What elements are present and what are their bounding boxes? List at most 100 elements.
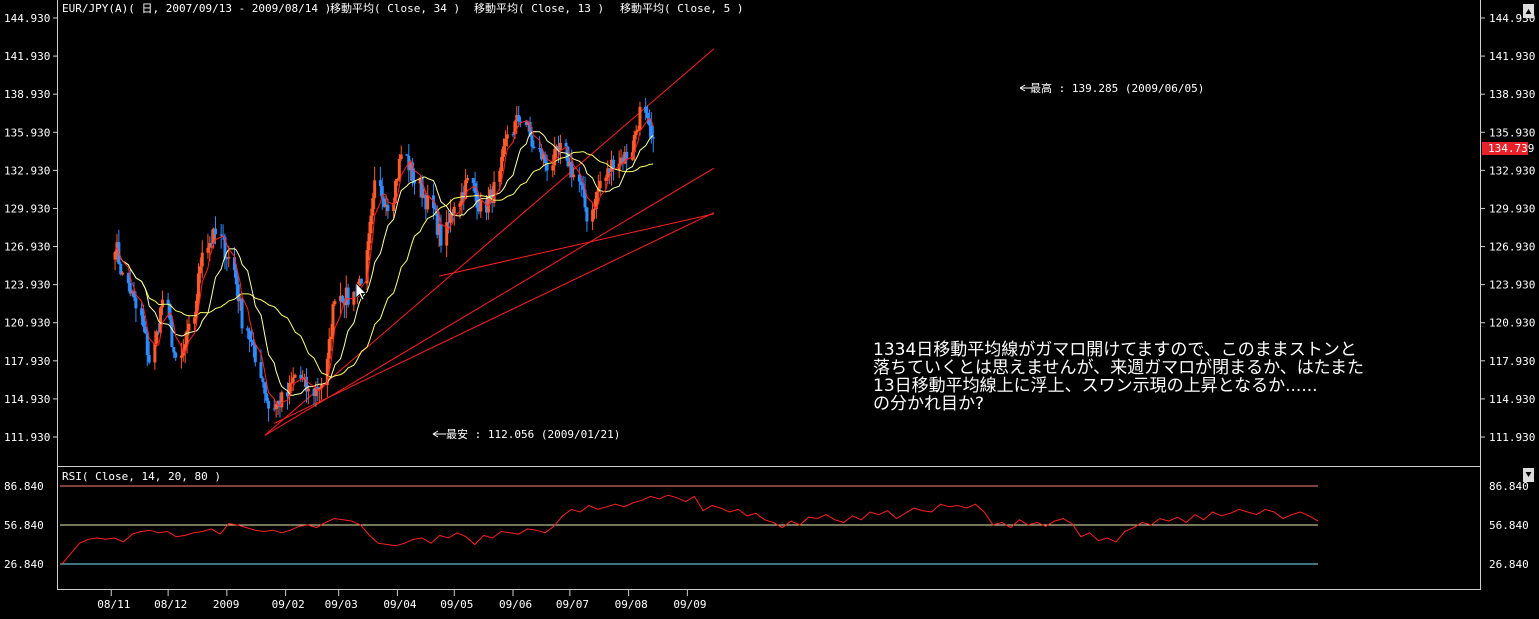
candle-down bbox=[380, 186, 384, 199]
candle-down bbox=[644, 106, 648, 113]
y-tick-label-right: 132.930 bbox=[1489, 164, 1535, 177]
x-tick-label: 09/06 bbox=[499, 598, 532, 611]
y-tick-label-left: 126.930 bbox=[4, 241, 50, 254]
candle-down bbox=[134, 297, 138, 309]
candle-up bbox=[358, 278, 362, 287]
candle-up bbox=[274, 403, 278, 410]
mouse-cursor-icon bbox=[355, 282, 367, 301]
candle-down bbox=[411, 162, 415, 181]
candle-up bbox=[502, 146, 506, 157]
candle-up bbox=[623, 151, 627, 164]
candle-down bbox=[382, 198, 386, 207]
rsi-tick-label-right: 56.840 bbox=[1489, 519, 1529, 532]
candle-down bbox=[528, 121, 532, 136]
candle-down bbox=[570, 161, 574, 178]
candle-down bbox=[484, 200, 488, 213]
x-axis: 08/11 08/12 2009 09/02 09/03 09/04 09/05 09/06 0… bbox=[97, 590, 706, 611]
candle-down bbox=[435, 209, 439, 235]
candle-up bbox=[121, 272, 125, 275]
candle-up bbox=[568, 161, 572, 167]
ma-line-34 bbox=[114, 151, 654, 378]
candle-down bbox=[240, 298, 244, 329]
candle-up bbox=[426, 195, 430, 210]
low-marker: 最安 : 112.056 (2009/01/21) bbox=[432, 427, 620, 441]
candle-down bbox=[219, 234, 223, 236]
candle-down bbox=[316, 387, 320, 390]
y-tick-label-left: 123.930 bbox=[4, 279, 50, 292]
candle-up bbox=[492, 182, 496, 204]
rsi-tick-label-right: 26.840 bbox=[1489, 558, 1529, 571]
note-line-1: 1334日移動平均線がガマロ開けてますので、このままストンと bbox=[873, 340, 1357, 360]
y-tick-label-left: 114.930 bbox=[4, 393, 50, 406]
candle-up bbox=[418, 177, 422, 184]
candle-up bbox=[373, 180, 377, 199]
y-tick-label-right: 111.930 bbox=[1489, 431, 1535, 444]
candle-up bbox=[555, 145, 559, 149]
candle-up bbox=[610, 159, 614, 173]
candle-down bbox=[424, 194, 428, 210]
candle-up bbox=[445, 222, 449, 246]
candle-up bbox=[365, 250, 369, 284]
candle-up bbox=[558, 142, 562, 151]
candle-down bbox=[213, 228, 217, 235]
candle-up bbox=[606, 168, 610, 178]
scroll-up-button[interactable] bbox=[1523, 4, 1534, 18]
candle-up bbox=[541, 154, 545, 160]
candle-up bbox=[344, 287, 348, 306]
candle-up bbox=[206, 247, 210, 253]
ma34-legend: 移動平均( Close, 34 ) bbox=[330, 1, 460, 15]
ma13-legend: 移動平均( Close, 13 ) bbox=[474, 1, 604, 15]
high-label: 最高 : 139.285 (2009/06/05) bbox=[1030, 81, 1204, 95]
low-label: 最安 : 112.056 (2009/01/21) bbox=[446, 427, 620, 441]
candle-down bbox=[566, 146, 570, 167]
candle-up bbox=[333, 301, 337, 305]
candle-down bbox=[621, 157, 625, 164]
candle-down bbox=[126, 272, 130, 284]
candle-up bbox=[325, 358, 329, 385]
candle-up bbox=[409, 162, 413, 171]
candle-down bbox=[530, 135, 534, 147]
y-tick-label-right: 138.930 bbox=[1489, 88, 1535, 101]
candle-down bbox=[462, 192, 466, 199]
y-tick-label-right: 117.930 bbox=[1489, 355, 1535, 368]
candle-up bbox=[395, 178, 399, 181]
candle-down bbox=[608, 168, 612, 173]
candle-up bbox=[306, 388, 310, 392]
x-tick-label: 2009 bbox=[213, 598, 240, 611]
candle-down bbox=[450, 212, 454, 214]
rsi-axis: 86.840 86.840 56.840 56.840 26.840 26.840 bbox=[4, 480, 1529, 571]
candle-down bbox=[439, 224, 443, 246]
price-header: EUR/JPY(A)( 日, 2007/09/13 - 2009/08/14 )… bbox=[62, 1, 743, 15]
candle-up bbox=[638, 106, 642, 130]
candle-up bbox=[185, 330, 189, 345]
scroll-down-button[interactable] bbox=[1523, 468, 1534, 482]
candle-down bbox=[564, 142, 568, 147]
trendline bbox=[264, 167, 715, 436]
candle-up bbox=[331, 304, 335, 337]
candle-up bbox=[227, 257, 231, 259]
candle-down bbox=[611, 159, 615, 171]
candle-down bbox=[346, 287, 350, 305]
high-marker: 最高 : 139.285 (2009/06/05) bbox=[1019, 81, 1204, 95]
candle-down bbox=[140, 308, 144, 316]
price-title: EUR/JPY(A)( 日, 2007/09/13 - 2009/08/14 ) bbox=[62, 2, 331, 15]
rsi-tick-label-right: 86.840 bbox=[1489, 480, 1529, 493]
candle-down bbox=[128, 283, 132, 294]
candle-up bbox=[318, 388, 322, 390]
note-line-3: 13日移動平均線上に浮上、スワン示現の上昇となるか...... bbox=[873, 376, 1318, 396]
candle-down bbox=[477, 207, 481, 212]
y-tick-label-right: 120.930 bbox=[1489, 317, 1535, 330]
candle-down bbox=[511, 134, 515, 136]
candle-down bbox=[545, 163, 549, 171]
candle-down bbox=[170, 319, 174, 348]
candle-down bbox=[145, 333, 149, 356]
candle-up bbox=[195, 300, 199, 318]
candle-down bbox=[248, 330, 252, 340]
candle-up bbox=[179, 355, 183, 358]
candle-up bbox=[604, 177, 608, 181]
candle-down bbox=[236, 284, 240, 302]
candle-down bbox=[172, 347, 176, 353]
moving-averages bbox=[114, 117, 654, 407]
candle-up bbox=[498, 171, 502, 183]
